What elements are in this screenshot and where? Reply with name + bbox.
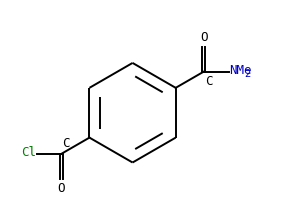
Text: O: O	[58, 182, 65, 195]
Text: O: O	[200, 31, 207, 44]
Text: C: C	[205, 75, 212, 88]
Text: Cl: Cl	[21, 146, 36, 159]
Text: C: C	[62, 137, 70, 150]
Text: NMe: NMe	[229, 64, 252, 77]
Text: 2: 2	[244, 69, 250, 79]
